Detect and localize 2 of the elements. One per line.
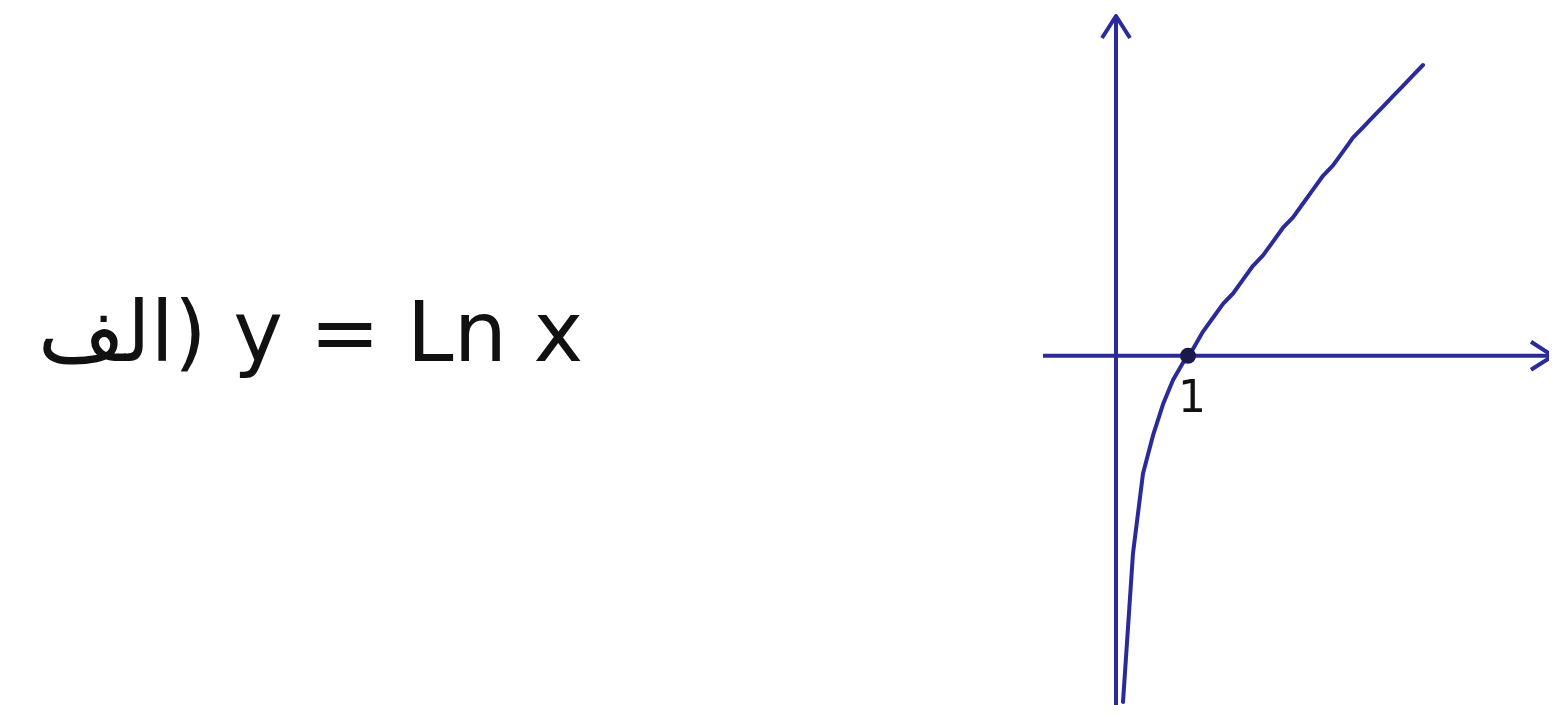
annotation: 1	[1178, 370, 1206, 422]
text: الف) y = Ln x	[38, 282, 584, 381]
